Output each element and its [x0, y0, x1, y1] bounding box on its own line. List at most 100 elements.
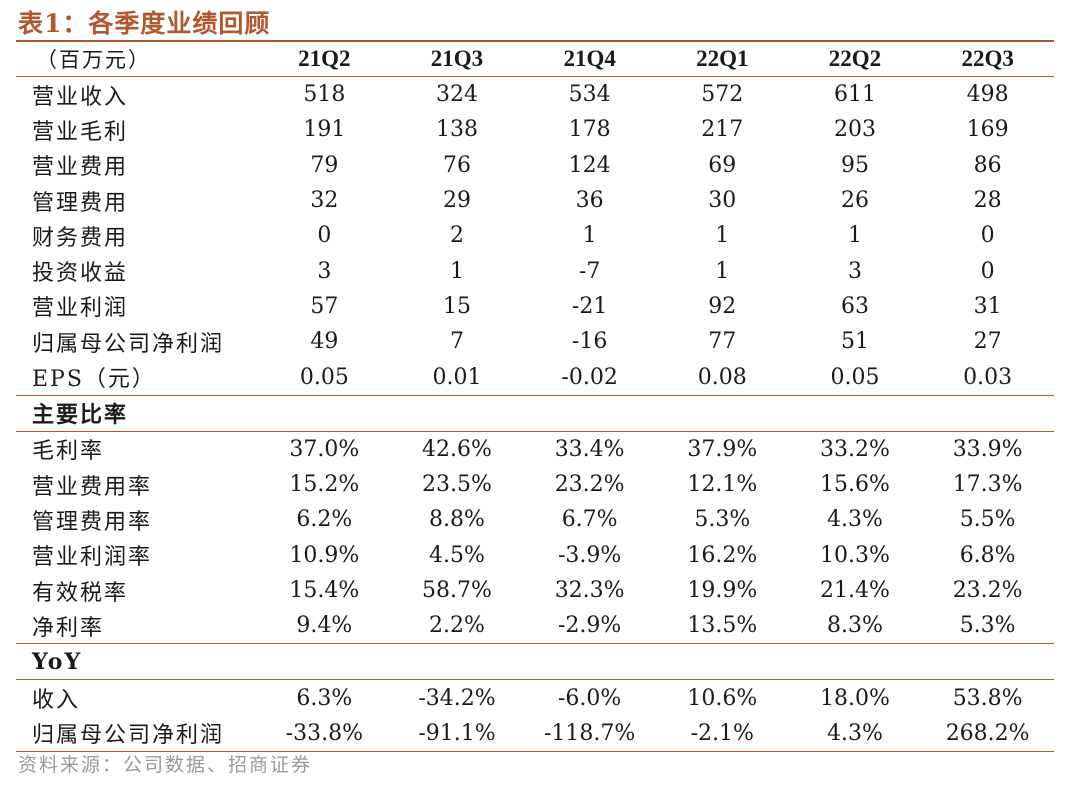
row-label: 归属母公司净利润 [32, 331, 225, 357]
header-row: （百万元） 21Q2 21Q3 21Q4 22Q1 22Q2 22Q3 [16, 40, 1054, 77]
row-label: 投资收益 [32, 261, 129, 287]
cell-value: -34.2% [418, 685, 496, 711]
row-label: 净利率 [32, 615, 105, 641]
cell-value: 611 [833, 82, 876, 108]
table-row: 净利率 9.4% 2.2% -2.9% 13.5% 8.3% 5.3% [16, 608, 1054, 644]
section-header-yoy: YoY [16, 643, 1054, 681]
column-header: 22Q2 [788, 40, 922, 77]
cell-value: 1 [715, 223, 730, 249]
cell-value: 0.03 [963, 364, 1013, 390]
unit-label: （百万元） [16, 40, 258, 77]
table-row: 毛利率 37.0% 42.6% 33.4% 37.9% 33.2% 33.9% [16, 431, 1054, 467]
cell-value: 15.6% [820, 472, 890, 498]
row-label: EPS（元） [32, 367, 156, 393]
table-row: 营业费用率 15.2% 23.5% 23.2% 12.1% 15.6% 17.3% [16, 467, 1054, 502]
table-row: 投资收益 3 1 -7 1 3 0 [16, 253, 1054, 288]
table-row: 营业利润 57 15 -21 92 63 31 [16, 289, 1054, 324]
cell-value: 21.4% [820, 578, 890, 603]
table-row: EPS（元） 0.05 0.01 -0.02 0.08 0.05 0.03 [16, 359, 1054, 395]
cell-value: 33.4% [554, 436, 625, 462]
cell-value: -118.7% [523, 715, 656, 753]
cell-value: 572 [701, 82, 744, 108]
cell-value: 2 [449, 223, 464, 249]
section-title: YoY [16, 643, 1054, 681]
row-label: 营业利润 [32, 296, 129, 322]
cell-value: -21 [571, 293, 608, 319]
cell-value: 51 [840, 329, 869, 355]
row-label: 归属母公司净利润 [16, 715, 258, 753]
row-label: 管理费用率 [32, 509, 153, 535]
column-header: 21Q2 [258, 40, 391, 77]
row-label: 管理费用 [32, 190, 129, 216]
cell-value: 10.3% [820, 542, 890, 568]
cell-value: 8.3% [827, 613, 883, 639]
cell-value: 217 [701, 117, 744, 143]
cell-value: 15.2% [289, 472, 360, 498]
cell-value: 92 [708, 293, 737, 319]
cell-value: 4.3% [788, 715, 922, 753]
cell-value: 5.5% [959, 507, 1016, 533]
cell-value: 37.9% [687, 436, 758, 462]
row-label: 营业利润率 [32, 545, 153, 571]
cell-value: 16.2% [687, 542, 758, 568]
cell-value: 69 [708, 152, 737, 178]
cell-value: 1 [449, 258, 464, 284]
cell-value: 17.3% [952, 472, 1023, 498]
cell-value: 49 [310, 329, 339, 355]
cell-value: 30 [708, 188, 737, 214]
source-note: 资料来源：公司数据、招商证券 [18, 754, 313, 776]
cell-value: 9.4% [296, 613, 353, 639]
cell-value: -91.1% [390, 715, 524, 753]
section-header-ratios: 主要比率 [16, 394, 1054, 432]
cell-value: 6.3% [296, 685, 353, 711]
cell-value: 13.5% [687, 613, 758, 639]
cell-value: 0 [317, 223, 332, 249]
cell-value: -6.0% [557, 685, 622, 711]
cell-value: 23.2% [554, 472, 625, 498]
cell-value: 10.9% [289, 542, 360, 568]
cell-value: 191 [303, 117, 346, 143]
row-label: 收入 [32, 688, 81, 714]
cell-value: 15.4% [289, 578, 360, 603]
cell-value: 178 [568, 117, 611, 143]
cell-value: 19.9% [687, 578, 758, 603]
cell-value: 76 [442, 152, 471, 178]
cell-value: 498 [966, 82, 1009, 108]
cell-value: 124 [568, 152, 611, 178]
table-row: 管理费用率 6.2% 8.8% 6.7% 5.3% 4.3% 5.5% [16, 502, 1054, 537]
cell-value: 6.8% [959, 542, 1016, 568]
table-row: 营业利润率 10.9% 4.5% -3.9% 16.2% 10.3% 6.8% [16, 538, 1054, 573]
cell-value: 2.2% [429, 613, 485, 639]
cell-value: 5.3% [959, 613, 1016, 639]
cell-value: 57 [310, 293, 339, 319]
cell-value: 0.01 [432, 364, 482, 390]
row-label: 营业收入 [32, 84, 129, 110]
cell-value: 28 [973, 188, 1002, 214]
cell-value: 3 [317, 258, 332, 284]
cell-value: 1 [582, 223, 597, 249]
cell-value: 15 [442, 293, 471, 319]
row-label: 财务费用 [32, 225, 129, 251]
row-label: 营业费用 [32, 155, 129, 181]
cell-value: 3 [847, 258, 862, 284]
cell-value: 33.9% [952, 436, 1023, 462]
column-header: 21Q3 [390, 40, 524, 77]
table-row: 管理费用 32 29 36 30 26 28 [16, 183, 1054, 218]
table-row: 有效税率 15.4% 58.7% 32.3% 19.9% 21.4% 23.2% [16, 573, 1054, 608]
cell-value: 534 [568, 82, 611, 108]
cell-value: 42.6% [422, 436, 492, 462]
table-title: 表1：各季度业绩回顾 [18, 9, 271, 38]
row-label: 营业费用率 [32, 474, 153, 500]
cell-value: 79 [310, 152, 339, 178]
cell-value: -0.02 [561, 364, 618, 390]
cell-value: -3.9% [557, 542, 622, 568]
row-label: 毛利率 [32, 439, 105, 465]
table-row: 营业毛利 191 138 178 217 203 169 [16, 112, 1054, 147]
table-row: 营业费用 79 76 124 69 95 86 [16, 148, 1054, 183]
cell-value: -2.1% [655, 715, 789, 753]
cell-value: 10.6% [687, 685, 758, 711]
cell-value: 6.2% [296, 507, 353, 533]
cell-value: 324 [435, 82, 478, 108]
table-row: 营业收入 518 324 534 572 611 498 [16, 77, 1054, 113]
column-header: 22Q3 [921, 40, 1054, 77]
